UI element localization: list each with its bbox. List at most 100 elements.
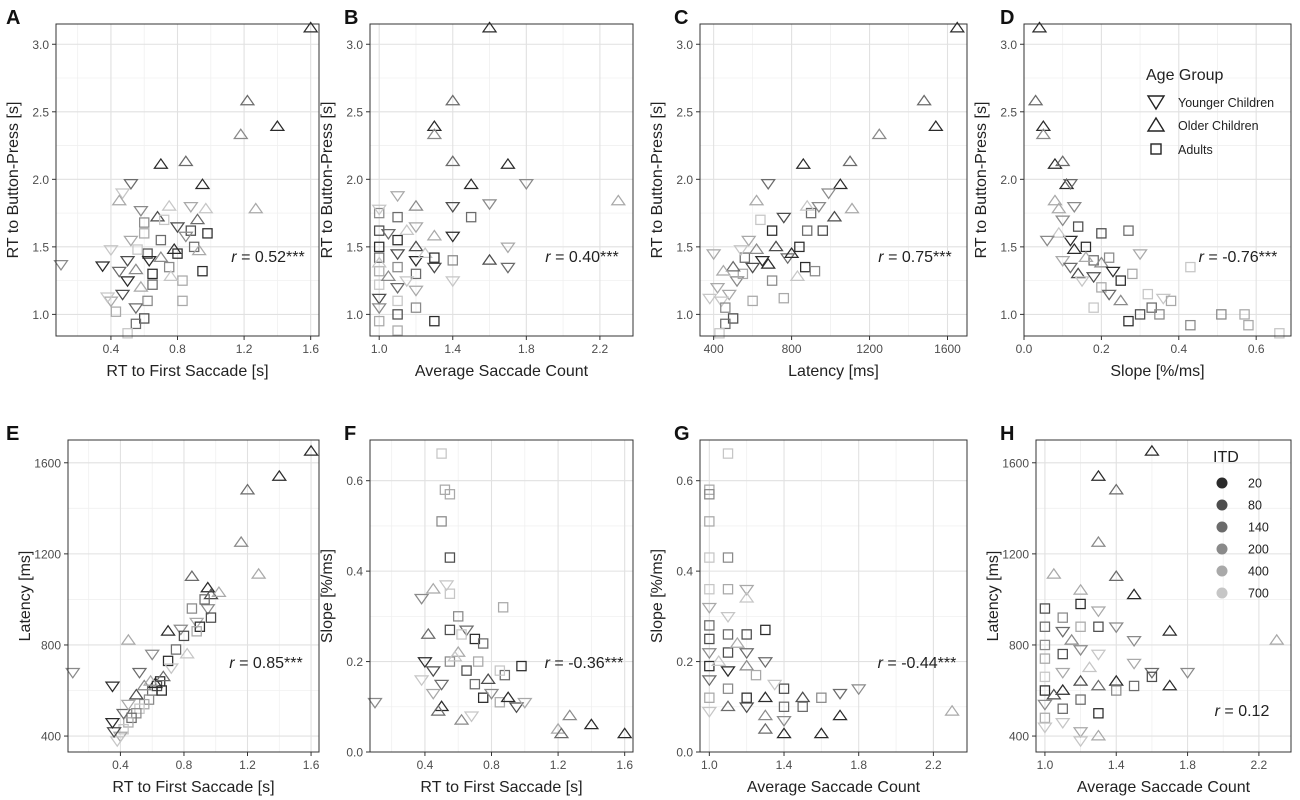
legend-younger-children-marker — [1146, 95, 1166, 111]
y-axis-title: RT to Button-Press [s] — [319, 102, 336, 259]
point-older-children — [133, 280, 149, 292]
correlation-r-symbol: r — [229, 655, 235, 672]
point-adults — [750, 669, 762, 681]
point-older-children — [813, 727, 830, 739]
point-adults — [1146, 671, 1158, 683]
y-axis-title: Slope [%/ms] — [649, 549, 666, 643]
y-axis-title: Slope [%/ms] — [319, 549, 336, 643]
y-tick-label: 1.0 — [1000, 308, 1017, 322]
panel-letter: F — [344, 423, 356, 445]
x-tick-label: 0.0 — [1016, 342, 1033, 356]
point-older-children — [738, 591, 755, 603]
point-younger-children — [1108, 622, 1124, 634]
point-younger-children — [399, 276, 415, 288]
x-axis-title: Average Saccade Count — [415, 363, 589, 380]
y-tick-label: 0.6 — [676, 474, 693, 488]
point-older-children — [1058, 178, 1075, 190]
point-older-children — [189, 213, 206, 225]
point-adults — [444, 588, 456, 599]
point-adults — [147, 268, 158, 280]
y-axis-title: Latency [ms] — [985, 551, 1002, 642]
y-tick-label: 1.0 — [346, 308, 363, 322]
point-older-children — [757, 709, 774, 721]
x-tick-label: 1.4 — [776, 758, 793, 772]
point-older-children — [1051, 202, 1067, 214]
point-younger-children — [445, 231, 461, 243]
point-younger-children — [1072, 736, 1089, 748]
point-adults — [1096, 228, 1107, 239]
point-adults — [1039, 621, 1051, 632]
legend-itd-marker — [1216, 587, 1228, 599]
point-adults — [197, 265, 208, 277]
y-tick-label: 1200 — [1002, 547, 1029, 561]
point-older-children — [426, 229, 443, 241]
point-younger-children — [1105, 266, 1121, 278]
points-A — [53, 21, 319, 339]
point-adults — [755, 214, 766, 226]
point-older-children — [447, 650, 463, 662]
point-older-children — [149, 210, 166, 222]
correlation-r-symbol: r — [878, 655, 884, 672]
point-older-children — [610, 194, 626, 206]
plot-frame — [67, 439, 320, 753]
y-tick-label: 1.0 — [676, 308, 693, 322]
legend-itd-label: 400 — [1248, 565, 1269, 579]
point-older-children — [303, 444, 319, 456]
correlation-r-symbol: r — [545, 249, 551, 266]
y-tick-label: 1200 — [34, 547, 61, 561]
y-tick-label: 1.5 — [676, 240, 693, 254]
point-older-children — [408, 240, 424, 252]
point-adults — [1185, 261, 1196, 273]
x-tick-label: 0.2 — [1093, 342, 1110, 356]
point-adults — [110, 306, 122, 317]
point-older-children — [200, 581, 216, 593]
point-adults — [1115, 275, 1126, 286]
point-adults — [720, 302, 731, 313]
x-tick-label: 1200 — [856, 342, 883, 356]
point-adults — [444, 552, 456, 563]
point-younger-children — [776, 212, 792, 224]
point-older-children — [748, 194, 765, 206]
point-older-children — [239, 94, 256, 106]
point-adults — [177, 295, 188, 307]
point-older-children — [417, 246, 433, 259]
correlation-r-symbol: r — [878, 249, 884, 266]
point-adults — [205, 612, 217, 623]
point-younger-children — [119, 276, 136, 288]
point-adults — [714, 328, 725, 339]
plot-frame — [369, 23, 634, 337]
point-older-children — [420, 627, 436, 639]
plot-frame — [55, 23, 320, 337]
point-adults — [461, 665, 472, 676]
point-adults — [373, 225, 385, 236]
point-younger-children — [371, 293, 387, 305]
point-younger-children — [820, 188, 837, 200]
point-younger-children — [481, 199, 498, 211]
point-older-children — [725, 260, 741, 272]
point-younger-children — [425, 666, 441, 678]
point-older-children — [768, 240, 784, 252]
point-older-children — [128, 263, 144, 275]
point-younger-children — [1055, 255, 1071, 267]
correlation-value: = -0.36*** — [550, 655, 623, 672]
x-axis-title: Latency [ms] — [788, 363, 879, 380]
point-adults — [142, 295, 153, 307]
points-C — [702, 21, 965, 339]
point-older-children — [480, 673, 496, 685]
point-younger-children — [832, 688, 848, 700]
point-adults — [805, 207, 817, 219]
x-tick-label: 1600 — [934, 342, 961, 356]
point-younger-children — [445, 276, 461, 288]
point-younger-children — [188, 617, 205, 629]
x-tick-label: 1.2 — [236, 342, 253, 356]
point-adults — [202, 228, 213, 239]
point-older-children — [757, 691, 774, 703]
point-older-children — [1035, 120, 1052, 132]
point-adults — [1243, 319, 1254, 331]
point-younger-children — [133, 205, 149, 218]
point-younger-children — [766, 679, 783, 691]
x-axis-title: RT to First Saccade [s] — [106, 363, 268, 380]
legend-older-children-label: Older Children — [1178, 119, 1259, 133]
point-younger-children — [760, 178, 776, 190]
correlation-r-symbol: r — [545, 655, 551, 672]
